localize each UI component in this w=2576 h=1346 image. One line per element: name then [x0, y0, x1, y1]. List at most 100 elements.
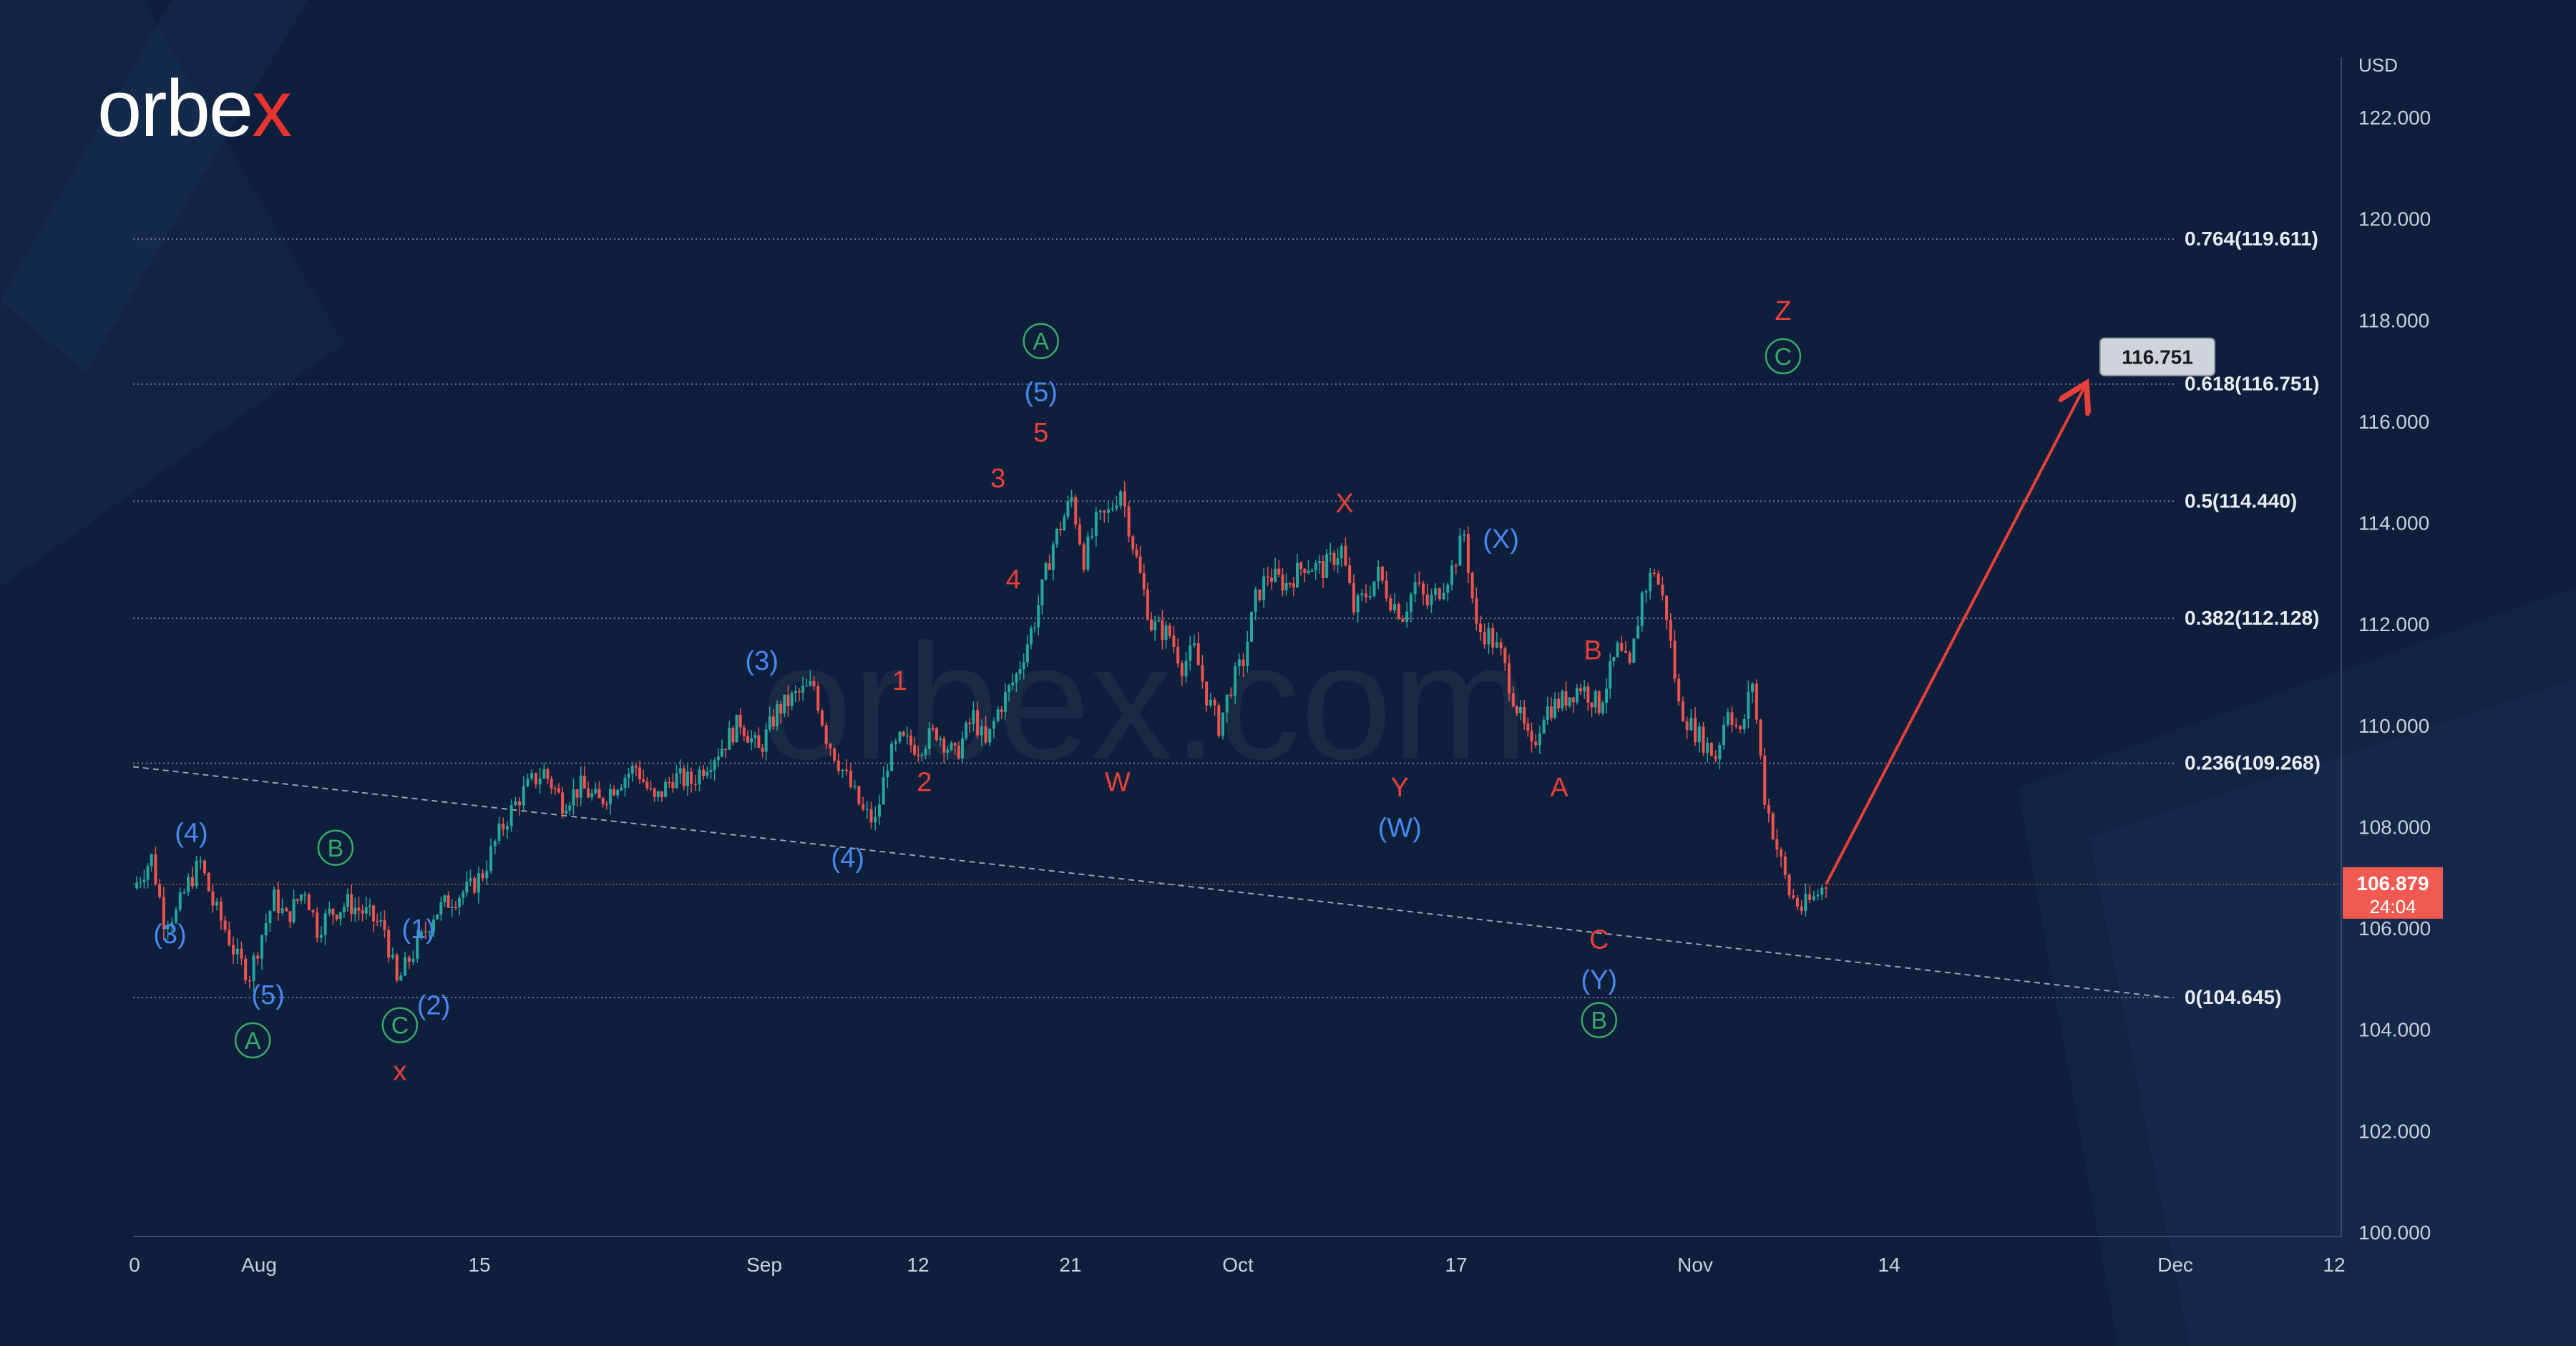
candle-body — [1523, 707, 1526, 724]
candle-body — [285, 908, 288, 912]
candle-body — [497, 824, 501, 841]
candle-body — [757, 735, 761, 748]
candle-body — [1446, 585, 1450, 593]
candle-body — [857, 786, 861, 804]
candle-body — [268, 911, 272, 924]
candle — [1329, 542, 1332, 563]
candle-body — [1709, 743, 1713, 756]
candle-body — [557, 788, 560, 793]
candle-body — [1217, 705, 1221, 736]
candle-body — [550, 779, 553, 789]
candle-body — [1454, 565, 1458, 567]
candle — [761, 743, 764, 758]
candle-body — [1048, 563, 1051, 570]
candle-body — [1673, 640, 1677, 679]
candle — [1742, 713, 1746, 734]
candle-body — [1590, 702, 1594, 708]
candle-body — [968, 722, 972, 724]
candle-body — [450, 907, 454, 908]
candle-body — [424, 931, 427, 933]
fib-level-label: 0.236(109.268) — [2185, 752, 2321, 774]
candle-body — [1153, 621, 1157, 630]
candle — [1389, 594, 1392, 613]
candle — [1397, 602, 1400, 620]
wave-label-circle — [381, 1007, 419, 1043]
target-price-text: 116.751 — [2122, 346, 2193, 369]
candle — [931, 724, 935, 732]
candle — [682, 764, 686, 791]
candle — [316, 907, 319, 943]
candle — [913, 736, 917, 757]
candle — [1542, 716, 1546, 734]
candle-body — [473, 878, 477, 893]
candle — [1393, 592, 1397, 614]
candle — [248, 975, 251, 989]
candle — [1632, 638, 1636, 663]
candle-body — [1111, 508, 1114, 509]
wave-label: X — [1335, 489, 1353, 519]
candle-body — [594, 789, 597, 794]
candle — [1356, 592, 1360, 623]
candle — [1237, 653, 1241, 676]
candle-body — [146, 866, 150, 880]
candle-body — [1098, 510, 1102, 512]
candle — [142, 869, 146, 889]
candle-body — [1652, 572, 1656, 575]
x-tick-label: Sep — [746, 1254, 782, 1276]
candle-body — [1380, 566, 1384, 581]
candle-body — [1066, 501, 1070, 517]
candle-body — [1800, 906, 1803, 912]
candle-body — [323, 913, 327, 935]
candle — [240, 941, 243, 965]
candle — [1164, 621, 1168, 649]
candle — [150, 853, 153, 872]
candle-body — [1059, 528, 1063, 531]
candle-body — [1511, 693, 1515, 707]
wave-label-circled: A — [1023, 323, 1059, 359]
candle — [335, 914, 338, 922]
candle-body — [1632, 638, 1636, 663]
target-price-box — [2099, 337, 2215, 376]
candle — [1579, 683, 1583, 695]
candle — [1628, 650, 1631, 665]
candle — [1546, 696, 1549, 725]
candle — [1098, 509, 1102, 521]
y-tick-label: 108.000 — [2358, 816, 2431, 838]
candle-body — [572, 789, 575, 806]
candle-body — [469, 878, 472, 882]
candle — [1217, 703, 1221, 738]
candle-body — [698, 769, 701, 785]
candle-body — [1783, 857, 1787, 875]
candle-body — [1015, 673, 1018, 683]
candle-body — [376, 921, 379, 922]
candle-body — [771, 716, 775, 727]
candle — [346, 888, 350, 912]
candle — [296, 898, 299, 904]
candle — [623, 774, 627, 797]
candle-body — [357, 907, 361, 911]
candle-body — [1442, 592, 1445, 600]
candle-body — [416, 936, 419, 959]
fib-level-label: 0.5(114.440) — [2185, 489, 2297, 512]
candle-body — [1495, 642, 1498, 648]
candle — [395, 952, 399, 983]
candle — [1511, 686, 1515, 708]
candle — [690, 767, 693, 793]
candle — [1221, 712, 1224, 740]
candle-body — [1086, 536, 1090, 570]
candle — [223, 915, 227, 933]
candle-body — [273, 889, 276, 912]
candle — [260, 934, 264, 970]
candle — [1590, 701, 1594, 718]
candle-body — [653, 789, 656, 797]
candle-body — [1575, 688, 1579, 703]
candle-body — [162, 897, 165, 930]
candle-body — [794, 691, 797, 693]
candle-body — [972, 710, 975, 724]
candle — [1515, 705, 1518, 717]
wave-label: (4) — [175, 819, 208, 849]
candle-body — [833, 748, 836, 761]
candle-body — [350, 894, 353, 915]
